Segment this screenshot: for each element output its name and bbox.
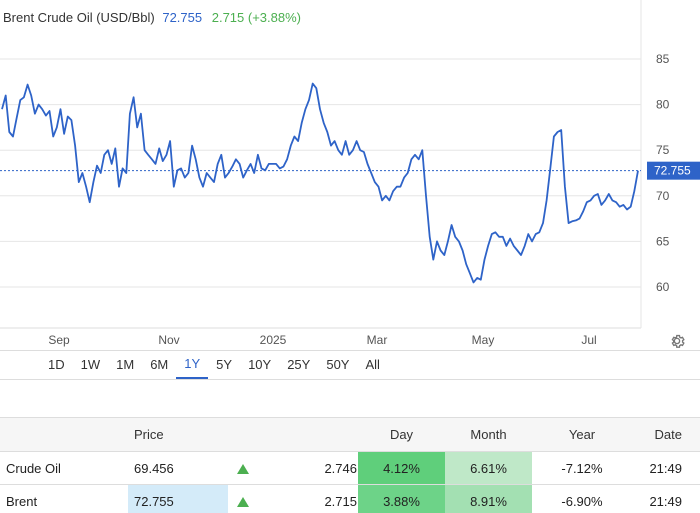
col-name-header (0, 417, 128, 452)
col-price-header: Price (128, 417, 228, 452)
time-range-selector: 1D 1W 1M 6M 1Y 5Y 10Y 25Y 50Y All (0, 350, 700, 380)
row-day-change: 4.12% (358, 451, 445, 485)
row-change: 2.715 (258, 484, 358, 513)
row-price: 72.755 (128, 484, 228, 513)
range-all-button[interactable]: All (365, 357, 380, 372)
y-tick-label: 60 (656, 280, 670, 294)
col-arrow-header (228, 417, 258, 452)
x-tick-label: Jul (581, 333, 596, 347)
range-6m-button[interactable]: 6M (150, 357, 169, 372)
row-date: 21:49 (632, 484, 700, 513)
x-tick-label: 2025 (260, 333, 287, 347)
y-tick-label: 65 (656, 234, 670, 248)
range-10y-button[interactable]: 10Y (248, 357, 272, 372)
table-row[interactable]: Brent 72.755 2.715 3.88% 8.91% -6.90% 21… (0, 484, 700, 513)
x-tick-label: May (472, 333, 495, 347)
quotes-table: Price Day Month Year Date Crude Oil 69.4… (0, 417, 700, 513)
chart-title: Brent Crude Oil (USD/Bbl) (3, 10, 155, 25)
col-change-header (258, 417, 358, 452)
y-tick-label: 75 (656, 143, 670, 157)
range-5y-button[interactable]: 5Y (216, 357, 233, 372)
range-1d-button[interactable]: 1D (48, 357, 65, 372)
up-arrow-icon (228, 451, 258, 485)
range-1w-button[interactable]: 1W (80, 357, 101, 372)
range-50y-button[interactable]: 50Y (326, 357, 350, 372)
price-chart: 85 80 75 70 65 60 Sep Nov 2025 Mar May Jul 72.755 (0, 0, 700, 347)
col-month-header: Month (445, 417, 532, 452)
y-axis: 85 80 75 70 65 60 (656, 52, 670, 294)
col-year-header: Year (532, 417, 632, 452)
series-line (1, 82, 639, 284)
y-tick-label: 80 (656, 98, 670, 112)
x-tick-label: Mar (367, 333, 388, 347)
row-date: 21:49 (632, 451, 700, 485)
row-year-change: -7.12% (532, 451, 632, 485)
row-price: 69.456 (128, 451, 228, 485)
y-tick-label: 85 (656, 52, 670, 66)
up-arrow-icon (228, 484, 258, 513)
row-month-change: 8.91% (445, 484, 532, 513)
last-value-label: 72.755 (654, 164, 691, 178)
last-value-badge (647, 161, 700, 180)
range-25y-button[interactable]: 25Y (287, 357, 311, 372)
range-1y-button[interactable]: 1Y (176, 351, 209, 379)
x-tick-label: Nov (158, 333, 179, 347)
range-1m-button[interactable]: 1M (116, 357, 135, 372)
grid-lines (0, 0, 642, 329)
row-day-change: 3.88% (358, 484, 445, 513)
chart-header: Brent Crude Oil (USD/Bbl) 72.755 2.715 (… (3, 10, 301, 25)
row-name[interactable]: Crude Oil (0, 451, 128, 485)
col-date-header: Date (632, 417, 700, 452)
y-tick-label: 70 (656, 189, 670, 203)
gear-icon[interactable] (668, 332, 686, 350)
col-day-header: Day (358, 417, 445, 452)
header-change: 2.715 (+3.88%) (211, 10, 301, 25)
row-change: 2.746 (258, 451, 358, 485)
table-row[interactable]: Crude Oil 69.456 2.746 4.12% 6.61% -7.12… (0, 451, 700, 485)
row-year-change: -6.90% (532, 484, 632, 513)
row-month-change: 6.61% (445, 451, 532, 485)
row-name[interactable]: Brent (0, 484, 128, 513)
x-axis: Sep Nov 2025 Mar May Jul (48, 333, 596, 347)
header-price: 72.755 (162, 10, 203, 25)
x-tick-label: Sep (48, 333, 70, 347)
table-header-row: Price Day Month Year Date (0, 417, 700, 452)
